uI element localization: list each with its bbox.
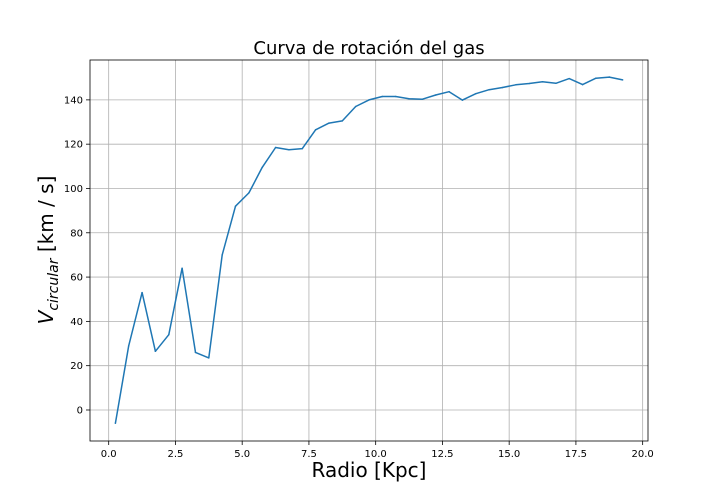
data-point xyxy=(354,105,357,108)
data-point xyxy=(194,351,197,354)
data-point xyxy=(208,357,210,359)
data-point xyxy=(608,76,611,78)
data-point xyxy=(368,99,370,101)
data-point xyxy=(234,205,237,207)
y-axis-label-sub: circular xyxy=(46,257,62,310)
plot-frame xyxy=(89,59,649,442)
data-point xyxy=(421,98,424,100)
data-point xyxy=(301,147,304,150)
data-point xyxy=(181,267,183,269)
data-point xyxy=(568,77,570,80)
data-point xyxy=(114,422,117,425)
data-point xyxy=(555,82,557,85)
data-point xyxy=(475,92,477,95)
y-tick-label: 100 xyxy=(64,184,83,195)
data-point xyxy=(434,94,437,96)
x-tick-label: 17.5 xyxy=(565,449,587,460)
data-point xyxy=(408,98,410,100)
y-tick-label: 60 xyxy=(70,273,83,284)
data-point xyxy=(314,129,317,131)
data-point xyxy=(154,350,157,353)
data-point xyxy=(221,254,223,256)
data-point xyxy=(274,146,277,149)
y-tick-label: 0 xyxy=(77,405,83,416)
data-point xyxy=(127,345,130,347)
data-point xyxy=(595,77,597,79)
data-point xyxy=(141,291,143,294)
data-point xyxy=(288,148,290,151)
data-point xyxy=(448,90,450,93)
x-tick-label: 15.0 xyxy=(498,449,520,460)
data-point xyxy=(341,120,344,122)
axis-ticks: 0.0 2.5 5.0 7.5 10.0 12.5 15.0 17.5 20.0 0 20 40 60 8… xyxy=(64,95,654,460)
x-tick-label: 0.0 xyxy=(101,449,117,460)
data-point xyxy=(515,84,517,86)
x-tick-label: 10.0 xyxy=(365,449,387,460)
data-point xyxy=(488,88,490,91)
x-axis-label: Radio [Kpc] xyxy=(312,458,427,482)
data-point xyxy=(381,95,384,98)
y-tick-label: 120 xyxy=(64,140,83,151)
y-tick-label: 140 xyxy=(64,95,83,106)
data-point xyxy=(261,166,263,169)
data-point xyxy=(541,80,544,83)
y-axis-label: Vcircular [km / s] xyxy=(34,176,62,325)
data-point xyxy=(394,95,397,98)
data-point xyxy=(328,122,330,124)
y-tick-label: 40 xyxy=(70,317,83,328)
x-tick-label: 7.5 xyxy=(301,449,317,460)
data-point xyxy=(168,333,170,336)
y-axis-label-units: [km / s] xyxy=(34,176,58,259)
x-tick-label: 5.0 xyxy=(234,449,250,460)
x-tick-label: 2.5 xyxy=(167,449,183,460)
y-axis-label-main: V xyxy=(34,309,58,324)
x-tick-label: 20.0 xyxy=(632,449,654,460)
x-tick-label: 12.5 xyxy=(431,449,453,460)
y-tick-label: 20 xyxy=(70,361,83,372)
data-point xyxy=(528,82,530,85)
data-point xyxy=(461,99,464,101)
series-layer xyxy=(114,76,624,425)
data-point xyxy=(501,86,504,89)
y-tick-label: 80 xyxy=(70,228,83,239)
data-point xyxy=(581,83,584,86)
chart-title: Curva de rotación del gas xyxy=(253,38,484,59)
data-point xyxy=(248,192,250,194)
data-point xyxy=(621,79,624,81)
